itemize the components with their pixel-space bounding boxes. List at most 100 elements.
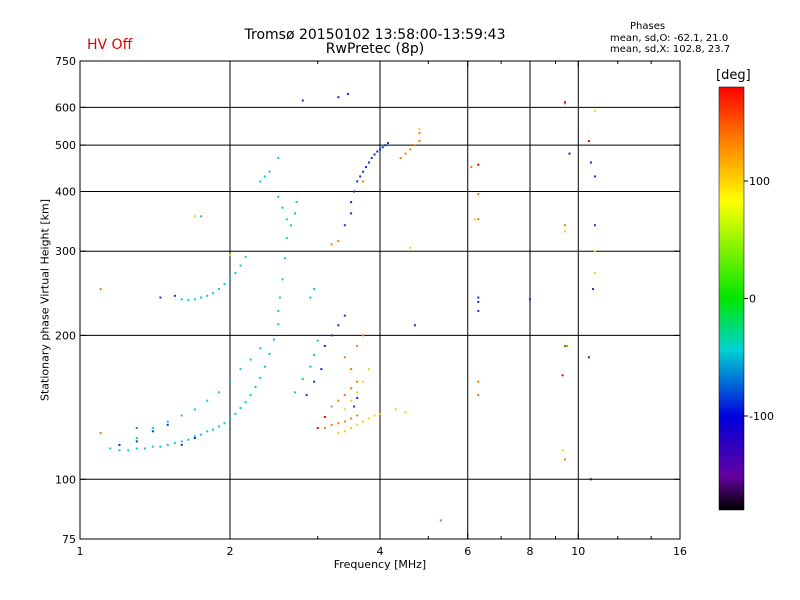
data-point: [249, 358, 252, 361]
data-point: [399, 157, 402, 160]
data-point: [343, 430, 346, 433]
data-point: [350, 417, 353, 420]
data-point: [268, 352, 271, 355]
data-point: [373, 153, 376, 156]
colorbar-unit-label: [deg]: [716, 68, 751, 83]
data-point: [281, 206, 284, 209]
data-point: [350, 201, 353, 204]
data-point: [350, 368, 353, 371]
data-point: [143, 447, 146, 450]
data-point: [223, 283, 226, 286]
data-point: [563, 230, 566, 233]
data-point: [413, 324, 416, 327]
data-point: [356, 396, 359, 399]
phases-o-stats: mean, sd,O: -62.1, 21.0: [610, 33, 729, 44]
axis-ticks: 1 2 4 6 8 10 16 75 100 200 300 400 500 600 750: [55, 55, 687, 558]
data-point: [99, 288, 102, 291]
colorbar-ticks: 100 0 -100: [744, 175, 774, 423]
x-tick-label: 2: [227, 545, 234, 558]
data-point: [151, 427, 154, 430]
data-point: [350, 212, 353, 215]
data-point: [346, 92, 349, 95]
data-point: [259, 347, 262, 350]
data-point: [337, 324, 340, 327]
data-point: [362, 420, 365, 423]
colorbar-tick-label: -100: [749, 410, 774, 423]
data-point: [217, 425, 220, 428]
y-tick-label: 750: [55, 55, 76, 68]
data-point: [159, 296, 162, 299]
data-point: [477, 163, 480, 166]
data-point: [301, 99, 304, 102]
data-point: [281, 278, 284, 281]
data-point: [404, 411, 407, 414]
data-point: [418, 140, 421, 143]
data-point: [356, 414, 359, 417]
hv-status-label: HV Off: [87, 37, 133, 53]
data-point: [118, 443, 121, 446]
data-point: [166, 423, 169, 426]
data-point: [413, 144, 416, 147]
data-point: [356, 180, 359, 183]
data-point: [587, 356, 590, 359]
data-point: [293, 212, 296, 215]
data-point: [229, 380, 231, 383]
data-point: [563, 458, 566, 461]
data-point: [477, 218, 480, 221]
data-point: [439, 519, 442, 522]
data-point: [135, 436, 138, 439]
y-tick-label: 400: [55, 185, 76, 198]
data-point: [285, 218, 288, 221]
data-point: [316, 427, 319, 430]
data-point: [337, 422, 340, 425]
data-point: [323, 427, 326, 430]
data-point: [193, 215, 196, 218]
data-point: [212, 428, 215, 431]
data-point: [343, 420, 346, 423]
chart-title-line2: RwPretec (8p): [325, 41, 425, 57]
colorbar-gradient: [718, 86, 745, 511]
data-point: [563, 224, 566, 227]
data-point: [477, 193, 480, 196]
data-point: [285, 236, 288, 239]
data-point: [356, 391, 359, 394]
data-point: [477, 309, 480, 312]
data-point: [166, 420, 169, 423]
data-point: [217, 391, 220, 394]
data-point: [589, 478, 592, 481]
data-point: [166, 443, 169, 446]
data-point: [362, 170, 365, 173]
data-point: [289, 224, 292, 227]
chart-title-line1: Tromsø 20150102 13:58:00-13:59:43: [244, 27, 506, 43]
data-point: [477, 394, 480, 397]
data-point: [187, 299, 190, 302]
data-point: [343, 356, 346, 359]
data-point: [180, 443, 183, 446]
data-point: [200, 215, 203, 218]
data-point: [337, 96, 340, 99]
data-point: [343, 408, 346, 411]
data-point: [277, 195, 280, 198]
data-point: [193, 436, 196, 439]
data-point: [343, 394, 346, 397]
data-point: [350, 427, 353, 430]
data-point: [223, 422, 226, 425]
data-point: [309, 365, 312, 368]
data-point: [229, 278, 231, 281]
scatter-points: [99, 92, 596, 522]
data-point: [337, 399, 340, 402]
data-point: [239, 264, 242, 267]
data-point: [376, 150, 379, 153]
data-point: [234, 272, 237, 275]
data-point: [316, 339, 319, 342]
data-point: [384, 144, 387, 147]
data-point: [362, 334, 365, 337]
data-point: [404, 152, 407, 155]
data-point: [561, 374, 564, 377]
y-tick-label: 300: [55, 245, 76, 258]
data-point: [254, 385, 257, 388]
data-point: [277, 309, 280, 312]
data-point: [367, 368, 370, 371]
data-point: [365, 166, 368, 169]
